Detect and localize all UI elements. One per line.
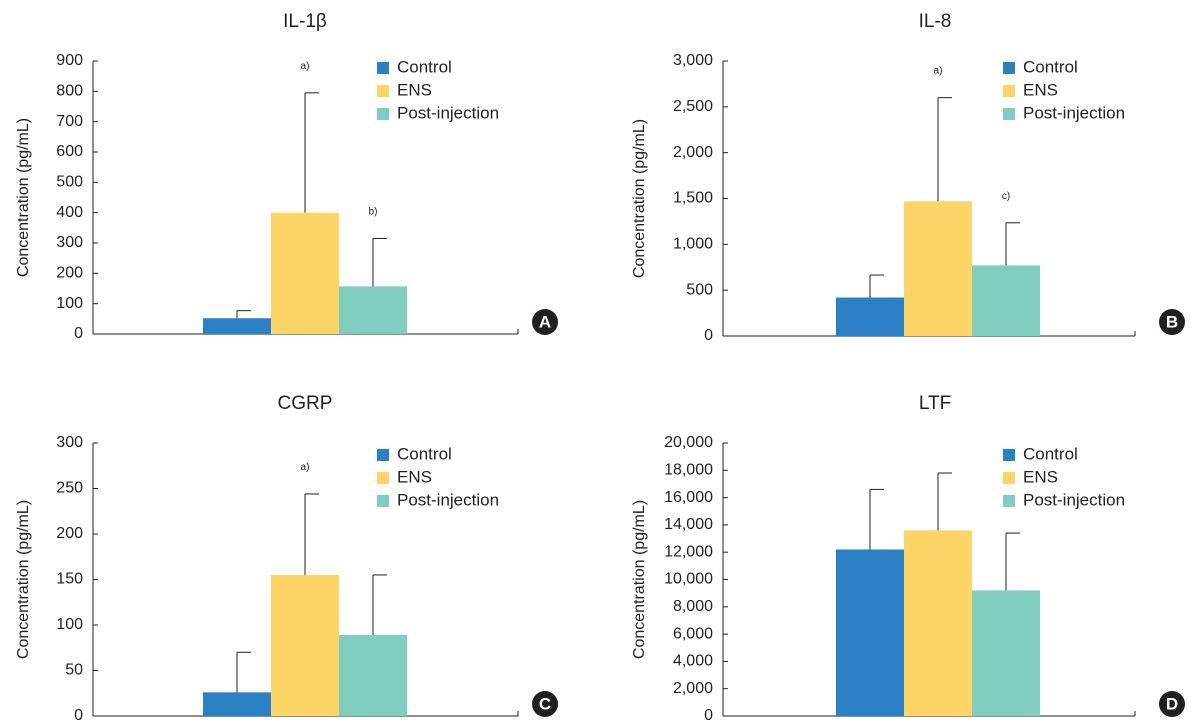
panel-badge bbox=[532, 691, 558, 717]
legend-swatch bbox=[377, 62, 389, 74]
legend-label: Control bbox=[397, 444, 452, 463]
y-tick-label: 20,000 bbox=[664, 434, 713, 451]
y-tick-label: 0 bbox=[704, 327, 713, 344]
legend-label: Post-injection bbox=[397, 103, 499, 122]
y-tick-label: 900 bbox=[56, 52, 83, 69]
legend-label: Post-injection bbox=[1023, 490, 1125, 509]
y-axis-label: Concentration (pg/mL) bbox=[631, 119, 648, 278]
y-tick-label: 1,000 bbox=[673, 236, 713, 253]
y-tick-label: 6,000 bbox=[673, 625, 713, 642]
legend-label: Post-injection bbox=[397, 490, 499, 509]
y-tick-label: 100 bbox=[56, 616, 83, 633]
panel-letter: C bbox=[539, 694, 551, 713]
y-tick-label: 200 bbox=[56, 525, 83, 542]
y-tick-label: 1,500 bbox=[673, 190, 713, 207]
panel-badge bbox=[1159, 691, 1185, 717]
legend-swatch bbox=[377, 108, 389, 120]
y-tick-label: 8,000 bbox=[673, 598, 713, 615]
y-tick-label: 600 bbox=[56, 143, 83, 160]
legend-swatch bbox=[377, 85, 389, 97]
panel-letter: D bbox=[1166, 694, 1178, 713]
panel-badge bbox=[532, 309, 558, 335]
y-axis-label: Concentration (pg/mL) bbox=[15, 118, 32, 277]
bar-ens bbox=[271, 574, 339, 716]
y-tick-label: 400 bbox=[56, 204, 83, 221]
bar-post-injection bbox=[339, 286, 407, 334]
y-tick-label: 500 bbox=[56, 174, 83, 191]
significance-annotation: b) bbox=[369, 206, 378, 217]
chart-title: IL-8 bbox=[919, 11, 952, 32]
chart-panel-c: CGRP Concentration (pg/mL) 0 50 100 150 200 250… bbox=[15, 393, 558, 724]
y-tick-label: 16,000 bbox=[664, 489, 713, 506]
bar-post-injection bbox=[339, 635, 407, 716]
y-tick-label: 12,000 bbox=[664, 543, 713, 560]
legend-swatch bbox=[377, 449, 389, 461]
y-tick-label: 18,000 bbox=[664, 462, 713, 479]
y-tick-label: 3,000 bbox=[673, 52, 713, 69]
panel-letter: B bbox=[1166, 312, 1178, 331]
legend-label: Control bbox=[1023, 444, 1078, 463]
legend-swatch bbox=[377, 495, 389, 507]
significance-annotation: a) bbox=[301, 61, 310, 72]
bar-post-injection bbox=[972, 265, 1040, 336]
y-tick-label: 2,000 bbox=[673, 680, 713, 697]
chart-title: LTF bbox=[919, 393, 951, 414]
legend-label: ENS bbox=[397, 80, 432, 99]
legend-label: Control bbox=[1023, 57, 1078, 76]
y-tick-label: 800 bbox=[56, 83, 83, 100]
chart-title: CGRP bbox=[278, 393, 333, 414]
significance-annotation: a) bbox=[934, 66, 943, 77]
legend-label: ENS bbox=[397, 467, 432, 486]
legend-swatch bbox=[1003, 108, 1015, 120]
legend-label: ENS bbox=[1023, 80, 1058, 99]
legend-swatch bbox=[1003, 449, 1015, 461]
legend-swatch bbox=[1003, 62, 1015, 74]
y-tick-label: 0 bbox=[704, 707, 713, 724]
y-axis-label: Concentration (pg/mL) bbox=[15, 500, 32, 659]
panel-letter: A bbox=[539, 312, 551, 331]
y-tick-label: 50 bbox=[65, 662, 83, 679]
y-tick-label: 0 bbox=[74, 707, 83, 724]
y-tick-label: 200 bbox=[56, 265, 83, 282]
y-tick-label: 700 bbox=[56, 113, 83, 130]
bar-control bbox=[836, 549, 904, 716]
y-tick-label: 2,500 bbox=[673, 98, 713, 115]
legend-swatch bbox=[1003, 85, 1015, 97]
legend-label: ENS bbox=[1023, 467, 1058, 486]
bar-post-injection bbox=[972, 590, 1040, 716]
legend-swatch bbox=[1003, 495, 1015, 507]
y-tick-label: 500 bbox=[686, 281, 713, 298]
y-tick-label: 150 bbox=[56, 571, 83, 588]
y-tick-label: 300 bbox=[56, 434, 83, 451]
bar-ens bbox=[271, 212, 339, 334]
legend-label: Control bbox=[397, 57, 452, 76]
legend-swatch bbox=[377, 472, 389, 484]
y-tick-label: 0 bbox=[74, 325, 83, 342]
y-tick-label: 100 bbox=[56, 295, 83, 312]
y-tick-label: 2,000 bbox=[673, 144, 713, 161]
bar-ens bbox=[904, 201, 972, 336]
y-tick-label: 14,000 bbox=[664, 516, 713, 533]
significance-annotation: a) bbox=[301, 462, 310, 473]
bar-control bbox=[836, 297, 904, 336]
chart-panel-a: IL-1β Concentration (pg/mL) 0 100 200 300 400 5… bbox=[15, 11, 558, 342]
chart-panel-d: LTF Concentration (pg/mL) 0 2,000 4,000 6,000… bbox=[631, 393, 1185, 724]
panel-badge bbox=[1159, 309, 1185, 335]
y-axis-label: Concentration (pg/mL) bbox=[631, 500, 648, 659]
legend-swatch bbox=[1003, 472, 1015, 484]
y-tick-label: 4,000 bbox=[673, 653, 713, 670]
y-tick-label: 10,000 bbox=[664, 571, 713, 588]
bar-control bbox=[203, 692, 271, 716]
chart-title: IL-1β bbox=[283, 11, 327, 32]
y-tick-label: 250 bbox=[56, 480, 83, 497]
chart-panel-b: IL-8 Concentration (pg/mL) 0 500 1,000 1,500 2… bbox=[631, 11, 1185, 344]
bar-control bbox=[203, 318, 271, 334]
legend-label: Post-injection bbox=[1023, 103, 1125, 122]
bar-ens bbox=[904, 530, 972, 716]
y-tick-label: 300 bbox=[56, 234, 83, 251]
significance-annotation: c) bbox=[1002, 191, 1010, 202]
